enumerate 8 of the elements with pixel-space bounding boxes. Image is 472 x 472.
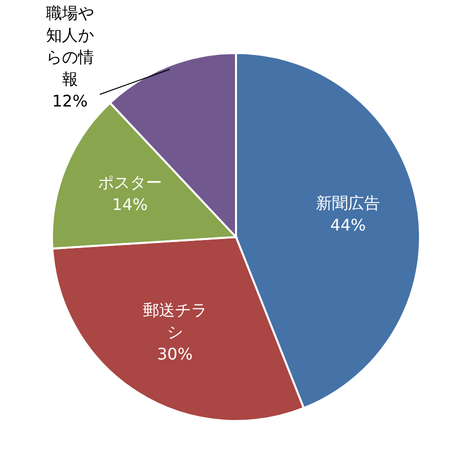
data-label: 14% [112,195,148,214]
data-label: 30% [157,344,193,364]
slice-label: 新聞広告 [316,194,380,213]
slice-label: 郵送チラシ [142,300,207,342]
slice-label: 職場や知人からの情報 [46,4,94,89]
data-label: 44% [330,216,366,235]
slice-label: ポスター [98,173,162,192]
data-label: 12% [52,92,88,111]
